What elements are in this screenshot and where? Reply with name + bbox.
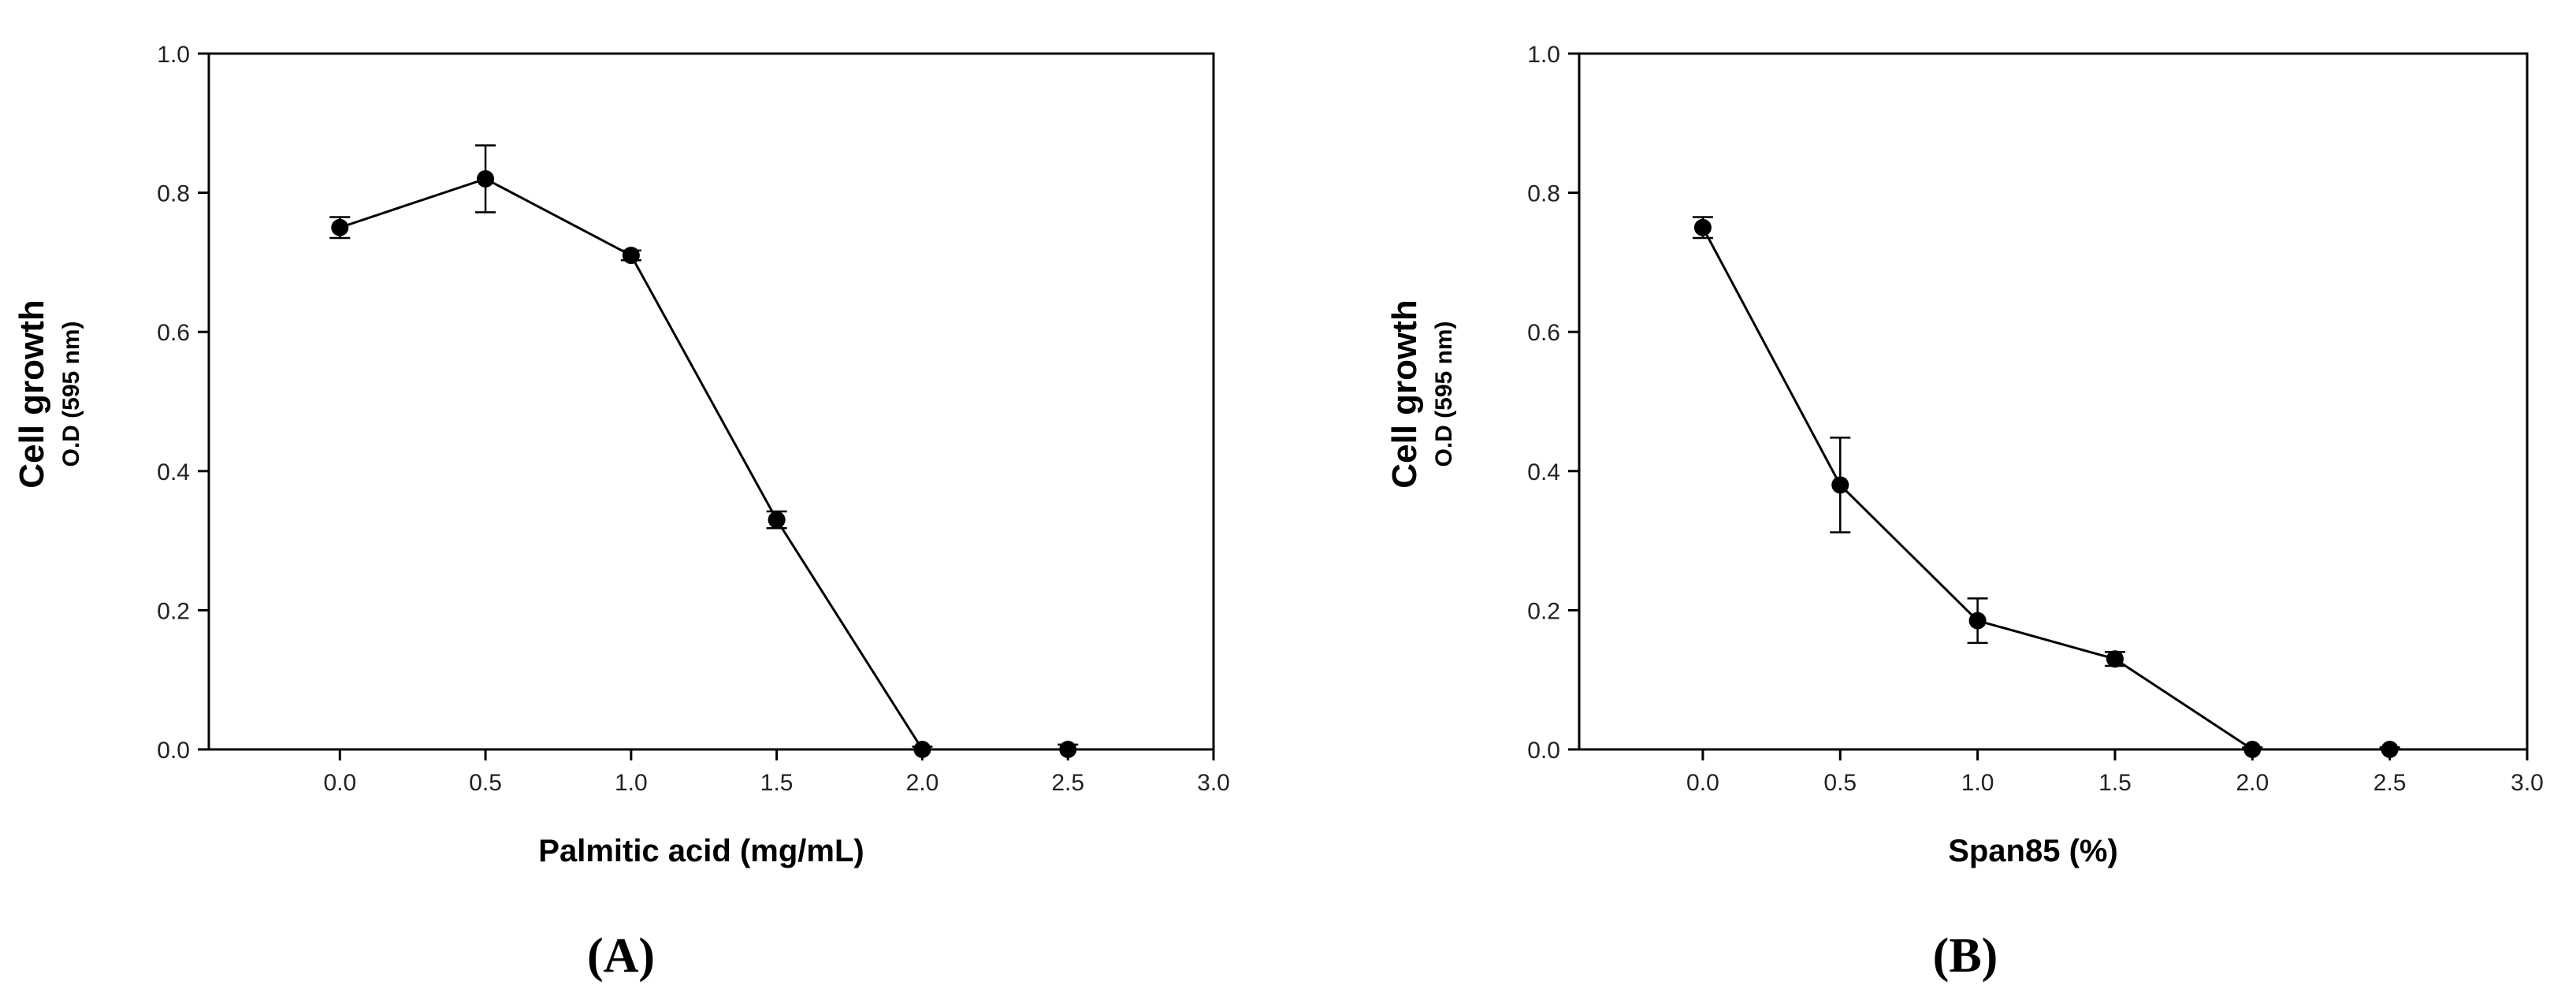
y-tick-label-b: 0.0 xyxy=(1527,738,1560,764)
data-point-a xyxy=(622,247,640,265)
y-tick-label-a: 1.0 xyxy=(157,42,190,68)
data-point-b xyxy=(2381,741,2399,758)
y-tick-label-a: 0.4 xyxy=(157,459,190,485)
y-tick-label-b: 0.6 xyxy=(1527,320,1560,346)
plot-frame-a xyxy=(207,52,1215,751)
y-axis-title-b: Cell growth xyxy=(1385,299,1424,489)
x-tick-label-a: 3.0 xyxy=(1197,770,1230,796)
x-tick-label-a: 2.0 xyxy=(906,770,939,796)
x-tick-label-b: 2.5 xyxy=(2373,770,2407,796)
data-point-a xyxy=(913,741,931,758)
series-line-a xyxy=(339,177,1069,751)
x-tick-label-a: 1.0 xyxy=(615,770,648,796)
x-tick-label-a: 0.5 xyxy=(469,770,502,796)
y-tick-label-a: 0.0 xyxy=(157,738,190,764)
y-tick-label-b: 0.8 xyxy=(1527,181,1560,207)
x-tick-label-b: 0.0 xyxy=(1686,770,1719,796)
data-point-b xyxy=(2243,741,2262,758)
series-line-b xyxy=(1701,227,2390,751)
x-tick-label-b: 1.5 xyxy=(2098,770,2132,796)
data-point-a xyxy=(477,169,495,188)
chart-panel-b: Cell growth O.D (595 nm) Span85 (%) (B) … xyxy=(1288,0,2575,1000)
y-tick-label-a: 0.6 xyxy=(157,320,190,346)
x-tick-label-b: 3.0 xyxy=(2511,770,2544,796)
panel-label-a: (A) xyxy=(587,929,655,983)
panel-label-b: (B) xyxy=(1933,929,1998,983)
y-axis-title-a: Cell growth xyxy=(13,299,51,489)
chart-a-svg: Cell growth O.D (595 nm) Palmitic acid (… xyxy=(13,42,1230,983)
x-tick-label-a: 0.0 xyxy=(323,770,356,796)
y-tick-label-b: 0.2 xyxy=(1527,598,1560,624)
data-point-b xyxy=(1693,218,1712,236)
y-tick-label-a: 0.8 xyxy=(157,181,190,207)
data-point-a xyxy=(331,218,349,236)
data-point-b xyxy=(2106,650,2124,668)
data-point-a xyxy=(1059,741,1077,758)
x-tick-label-b: 0.5 xyxy=(1823,770,1857,796)
y-axis-subtitle-b: O.D (595 nm) xyxy=(1431,321,1457,467)
x-axis-title-a: Palmitic acid (mg/mL) xyxy=(538,834,864,868)
plot-frame-b xyxy=(1578,52,2529,751)
y-tick-label-b: 1.0 xyxy=(1527,42,1560,68)
x-tick-label-a: 1.5 xyxy=(760,770,794,796)
y-axis-subtitle-a: O.D (595 nm) xyxy=(58,321,84,467)
x-tick-label-b: 1.0 xyxy=(1961,770,1994,796)
y-tick-label-b: 0.4 xyxy=(1527,459,1560,485)
data-point-a xyxy=(768,511,786,529)
data-point-b xyxy=(1968,612,1987,630)
data-point-b xyxy=(1831,476,1849,494)
x-axis-title-b: Span85 (%) xyxy=(1948,834,2118,868)
chart-b-svg: Cell growth O.D (595 nm) Span85 (%) (B) … xyxy=(1385,42,2544,983)
x-tick-label-b: 2.0 xyxy=(2236,770,2269,796)
chart-panel-a: Cell growth O.D (595 nm) Palmitic acid (… xyxy=(13,42,1230,983)
x-tick-label-a: 2.5 xyxy=(1051,770,1084,796)
y-tick-label-a: 0.2 xyxy=(157,598,190,624)
